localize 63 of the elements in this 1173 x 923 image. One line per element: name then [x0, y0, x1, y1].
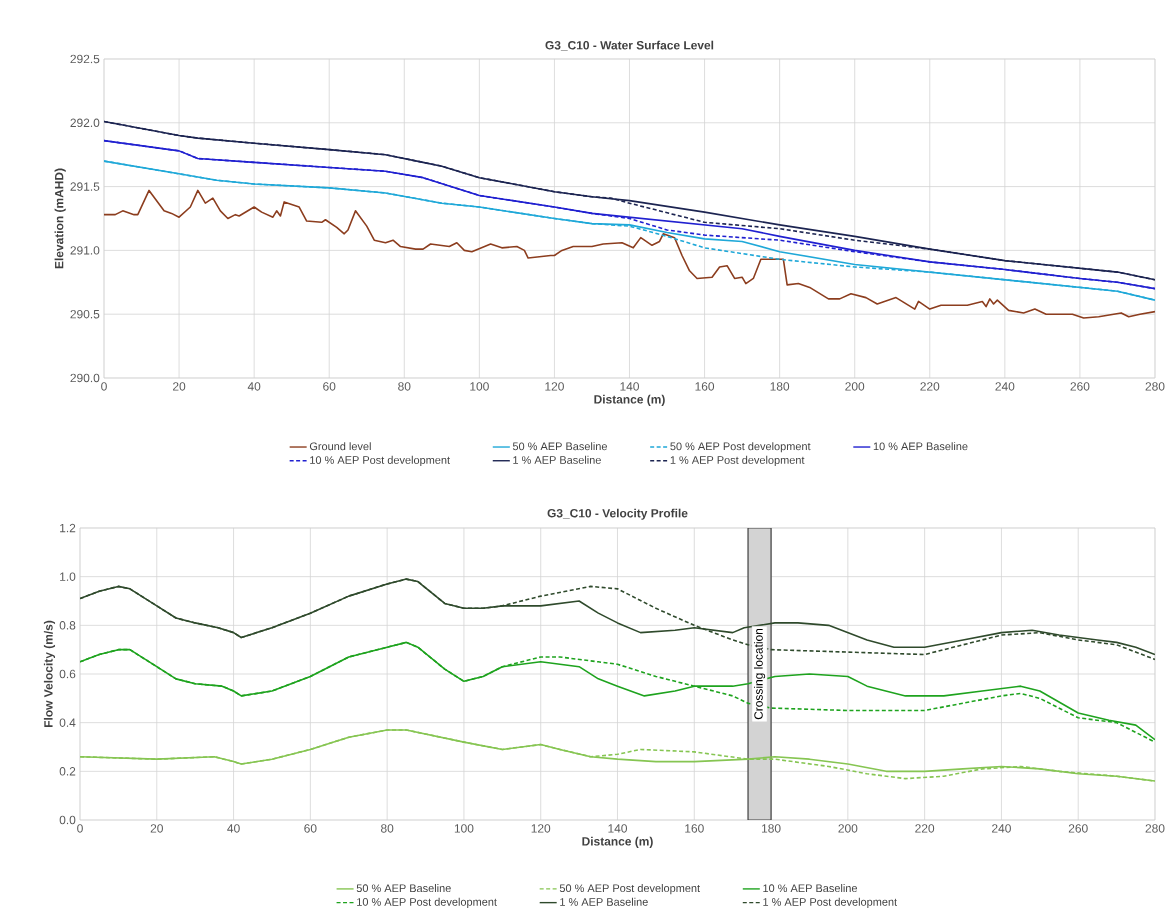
- y-tick-label: 0.4: [59, 718, 76, 727]
- legend-label: 1 % AEP Baseline: [560, 897, 648, 906]
- x-tick-label: 180: [762, 824, 781, 833]
- y-tick-label: 292.5: [70, 54, 100, 64]
- x-tick-label: 140: [620, 382, 639, 391]
- x-tick-label: 240: [995, 382, 1015, 391]
- band-label: Crossing location: [753, 628, 766, 720]
- y-tick-label: 0.6: [59, 669, 76, 679]
- x-tick-label: 160: [695, 382, 715, 391]
- legend-label: Ground level: [309, 442, 371, 451]
- x-tick-label: 220: [920, 382, 940, 391]
- x-tick-label: 60: [304, 824, 317, 833]
- y-tick-label: 0.2: [59, 767, 76, 776]
- legend-label: 10 % AEP Post development: [310, 455, 450, 467]
- x-tick-label: 200: [838, 824, 858, 833]
- legend-label: 1 % AEP Post development: [670, 455, 805, 467]
- x-axis-title: Distance (m): [594, 394, 665, 406]
- x-tick-label: 280: [1145, 824, 1165, 833]
- x-tick-label: 180: [770, 382, 790, 391]
- x-tick-label: 120: [531, 824, 551, 833]
- legend-label: 10 % AEP Baseline: [873, 442, 968, 451]
- y-tick-label: 1.2: [60, 523, 76, 533]
- x-tick-label: 260: [1068, 824, 1088, 833]
- chart-title: G3_C10 - Water Surface Level: [545, 40, 714, 51]
- x-tick-label: 280: [1145, 382, 1165, 391]
- legend-label: 50 % AEP Post development: [670, 442, 811, 453]
- y-tick-label: 1.0: [60, 572, 76, 581]
- legend-label: 10 % AEP Baseline: [763, 884, 858, 893]
- y-axis-title: Flow Velocity (m/s): [43, 620, 56, 728]
- x-tick-label: 160: [685, 824, 704, 833]
- y-tick-label: 291.5: [70, 182, 100, 191]
- x-tick-label: 0: [101, 382, 107, 391]
- legend-label: 50 % AEP Post development: [559, 884, 700, 895]
- y-tick-label: 290.5: [70, 309, 100, 319]
- x-tick-label: 260: [1070, 382, 1090, 391]
- x-tick-label: 100: [470, 382, 489, 391]
- legend-label: 50 % AEP Baseline: [512, 442, 607, 451]
- x-tick-label: 220: [915, 824, 935, 833]
- x-tick-label: 40: [227, 824, 240, 833]
- x-tick-label: 0: [77, 824, 83, 833]
- x-tick-label: 240: [992, 824, 1011, 833]
- x-tick-label: 140: [608, 824, 627, 833]
- y-tick-label: 292.0: [70, 118, 100, 128]
- legend-label: 50 % AEP Baseline: [356, 884, 451, 893]
- x-tick-label: 20: [173, 382, 186, 391]
- y-tick-label: 0.0: [59, 815, 76, 825]
- chart-title: G3_C10 - Velocity Profile: [547, 508, 688, 520]
- x-tick-label: 20: [150, 824, 163, 833]
- y-tick-label: 0.8: [59, 621, 76, 630]
- y-tick-label: 290.0: [70, 373, 100, 383]
- x-tick-label: 40: [247, 382, 261, 391]
- legend-label: 1 % AEP Baseline: [513, 455, 601, 464]
- x-tick-label: 60: [323, 382, 336, 391]
- x-tick-label: 200: [845, 382, 865, 391]
- legend-label: 1 % AEP Post development: [763, 897, 898, 908]
- x-tick-label: 80: [398, 382, 411, 391]
- x-axis-title: Distance (m): [582, 836, 653, 848]
- y-axis-title: Elevation (mAHD): [54, 168, 66, 269]
- x-tick-label: 120: [545, 382, 564, 391]
- x-tick-label: 80: [381, 824, 394, 833]
- y-tick-label: 291.0: [70, 246, 100, 255]
- x-tick-label: 100: [454, 824, 474, 833]
- legend-label: 10 % AEP Post development: [357, 897, 497, 908]
